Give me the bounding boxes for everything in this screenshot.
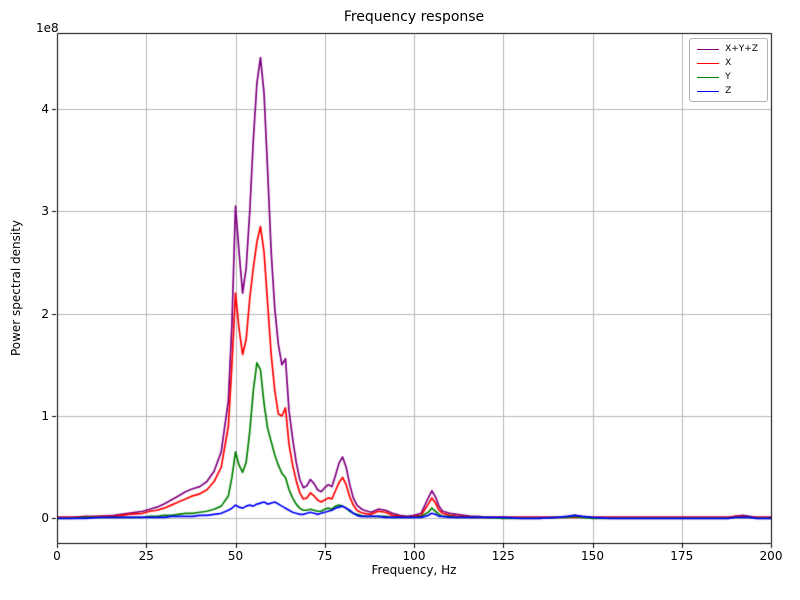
legend-entry: Z	[697, 86, 758, 96]
x-tick-label: 75	[317, 549, 333, 563]
y-tick-label: 0	[41, 511, 49, 526]
x-tick-label: 150	[581, 549, 604, 563]
legend-label: X	[725, 58, 732, 68]
legend-label: Z	[725, 86, 732, 96]
legend: X+Y+Z X Y Z	[689, 38, 768, 102]
legend-entry: X	[697, 58, 758, 68]
x-tick-label: 0	[53, 549, 61, 563]
legend-line-swatch	[697, 90, 720, 92]
x-tick-label: 50	[227, 549, 244, 563]
legend-entry: X+Y+Z	[697, 44, 758, 54]
x-tick-label: 125	[491, 549, 515, 563]
legend-label: Y	[725, 72, 731, 82]
x-axis-label: Frequency, Hz	[371, 563, 457, 577]
y-tick-label: 4	[41, 101, 49, 116]
legend-line-swatch	[697, 48, 720, 50]
x-tick-label: 200	[759, 549, 783, 563]
y-tick-label: 2	[41, 306, 49, 321]
legend-label: X+Y+Z	[725, 44, 758, 54]
chart-title: Frequency response	[343, 9, 485, 25]
y-axis-label: Power spectral density	[9, 219, 23, 357]
y-tick-label: 3	[41, 204, 49, 219]
y-axis-offset-text: 1e8	[36, 21, 59, 35]
legend-line-swatch	[697, 76, 720, 78]
x-tick-label: 100	[402, 549, 426, 563]
x-tick-label: 175	[670, 549, 694, 563]
legend-entry: Y	[697, 72, 758, 82]
legend-line-swatch	[697, 62, 720, 64]
y-tick-label: 1	[41, 409, 49, 423]
x-tick-label: 25	[138, 549, 154, 563]
